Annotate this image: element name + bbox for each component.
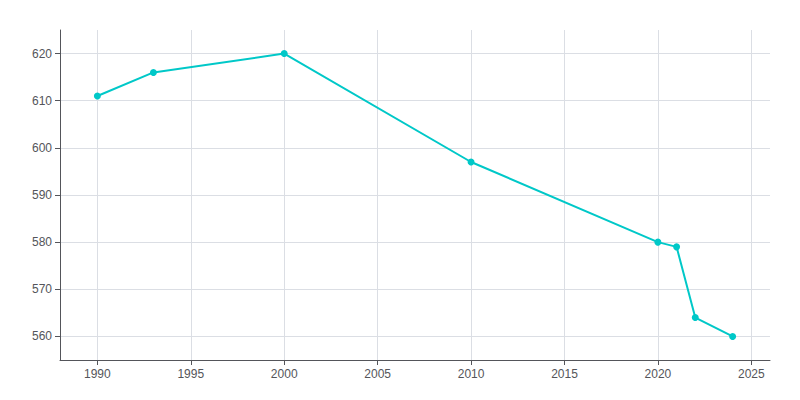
svg-text:2000: 2000 bbox=[271, 367, 298, 381]
svg-text:620: 620 bbox=[32, 47, 52, 61]
svg-text:560: 560 bbox=[32, 329, 52, 343]
svg-text:2010: 2010 bbox=[458, 367, 485, 381]
svg-text:580: 580 bbox=[32, 235, 52, 249]
svg-text:2020: 2020 bbox=[645, 367, 672, 381]
svg-text:570: 570 bbox=[32, 282, 52, 296]
svg-text:610: 610 bbox=[32, 94, 52, 108]
svg-text:590: 590 bbox=[32, 188, 52, 202]
svg-text:600: 600 bbox=[32, 141, 52, 155]
svg-text:2025: 2025 bbox=[738, 367, 765, 381]
svg-text:1990: 1990 bbox=[84, 367, 111, 381]
svg-text:2015: 2015 bbox=[551, 367, 578, 381]
svg-text:2005: 2005 bbox=[364, 367, 391, 381]
svg-text:1995: 1995 bbox=[177, 367, 204, 381]
